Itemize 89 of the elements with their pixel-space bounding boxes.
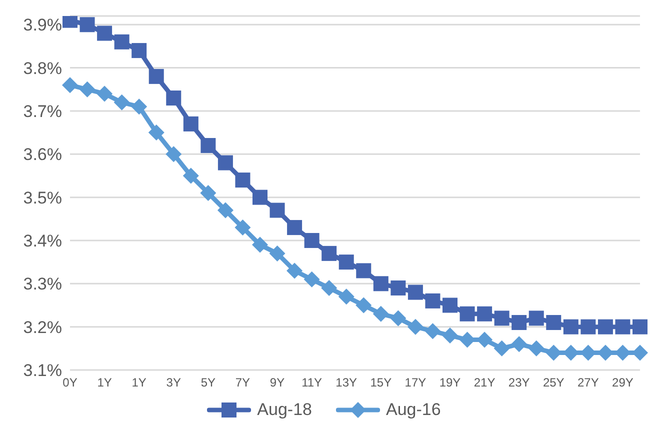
point bbox=[598, 319, 613, 334]
point bbox=[252, 236, 268, 253]
x-tick-label: 15Y bbox=[370, 376, 392, 390]
x-tick-label: 3Y bbox=[166, 376, 181, 390]
point bbox=[166, 146, 182, 162]
point bbox=[114, 34, 130, 50]
y-tick-label: 3.9% bbox=[23, 16, 62, 35]
x-tick-label: 11Y bbox=[302, 376, 322, 390]
point bbox=[511, 336, 528, 352]
point bbox=[322, 246, 337, 261]
point bbox=[287, 220, 302, 236]
point bbox=[235, 172, 250, 188]
point bbox=[407, 318, 424, 335]
x-tick-label: 17Y bbox=[404, 376, 426, 390]
point bbox=[632, 319, 648, 334]
point bbox=[424, 323, 441, 340]
point bbox=[476, 332, 493, 348]
legend-label: Aug-18 bbox=[257, 400, 312, 420]
point bbox=[166, 90, 182, 106]
point bbox=[304, 232, 320, 248]
point bbox=[148, 124, 164, 141]
point bbox=[97, 26, 112, 41]
point bbox=[615, 319, 630, 334]
x-tick-label: 23Y bbox=[508, 376, 530, 390]
point bbox=[408, 284, 423, 300]
x-tick-label: 9Y bbox=[270, 376, 285, 390]
point bbox=[494, 340, 510, 356]
point bbox=[252, 190, 268, 205]
point bbox=[148, 68, 164, 84]
point bbox=[356, 297, 372, 314]
x-tick-label: 1Y bbox=[97, 376, 112, 390]
point bbox=[580, 319, 596, 334]
x-tick-label: 1Y bbox=[132, 376, 146, 390]
y-tick-label: 3.2% bbox=[23, 318, 62, 337]
point bbox=[270, 202, 285, 218]
point bbox=[338, 254, 354, 270]
point bbox=[62, 77, 78, 94]
point bbox=[563, 319, 578, 334]
point bbox=[200, 185, 216, 201]
point bbox=[234, 220, 251, 236]
legend-label: Aug-16 bbox=[386, 400, 441, 420]
point bbox=[546, 315, 562, 330]
y-tick-label: 3.5% bbox=[23, 188, 62, 208]
x-tick-label: 25Y bbox=[542, 376, 564, 390]
y-tick-label: 3.4% bbox=[23, 232, 62, 251]
point bbox=[632, 344, 648, 361]
point bbox=[131, 98, 148, 115]
x-tick-label: 21Y bbox=[474, 376, 496, 390]
point bbox=[494, 310, 510, 326]
point bbox=[460, 306, 475, 322]
x-tick-label: 13Y bbox=[336, 376, 358, 390]
point bbox=[218, 155, 233, 170]
point bbox=[132, 43, 147, 58]
point bbox=[390, 310, 406, 326]
x-tick-label: 29Y bbox=[612, 376, 634, 390]
point bbox=[338, 288, 354, 305]
x-tick-label: 5Y bbox=[200, 376, 216, 390]
point bbox=[200, 138, 216, 154]
point bbox=[183, 116, 198, 132]
point bbox=[114, 94, 130, 110]
point bbox=[79, 81, 96, 98]
point bbox=[96, 86, 113, 102]
point bbox=[425, 293, 440, 308]
point bbox=[80, 17, 95, 32]
point bbox=[321, 280, 338, 296]
point bbox=[477, 306, 492, 322]
x-tick-label: 27Y bbox=[578, 376, 599, 390]
point bbox=[286, 262, 303, 279]
point bbox=[269, 245, 286, 262]
y-tick-label: 3.1% bbox=[23, 361, 62, 380]
x-tick-label: 7Y bbox=[235, 376, 250, 390]
x-tick-label: 0Y bbox=[62, 376, 78, 390]
point bbox=[390, 280, 406, 296]
y-tick-label: 3.3% bbox=[23, 274, 62, 294]
point bbox=[528, 340, 544, 356]
x-tick-label: 19Y bbox=[439, 376, 461, 390]
point bbox=[304, 271, 320, 288]
point bbox=[442, 298, 458, 313]
y-tick-label: 3.7% bbox=[23, 102, 62, 122]
point bbox=[372, 306, 389, 322]
y-tick-label: 3.6% bbox=[23, 145, 62, 164]
point bbox=[442, 327, 458, 344]
point bbox=[182, 168, 199, 184]
point bbox=[373, 276, 388, 292]
y-tick-label: 3.8% bbox=[23, 58, 62, 78]
point bbox=[356, 263, 372, 278]
point bbox=[528, 310, 544, 326]
point bbox=[217, 202, 234, 218]
point bbox=[512, 315, 527, 330]
